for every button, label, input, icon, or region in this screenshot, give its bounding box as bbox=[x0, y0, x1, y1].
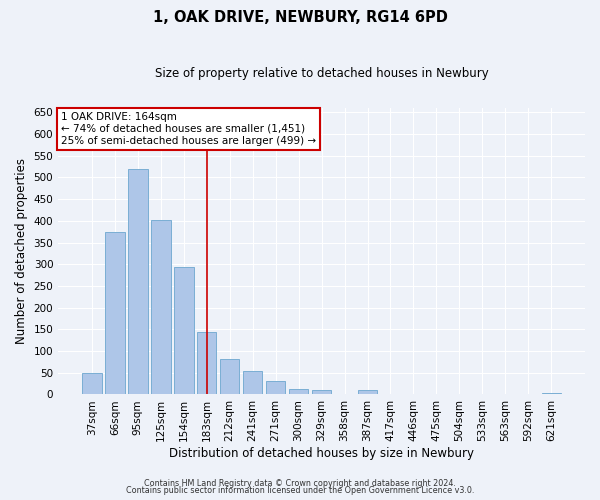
Text: 1, OAK DRIVE, NEWBURY, RG14 6PD: 1, OAK DRIVE, NEWBURY, RG14 6PD bbox=[152, 10, 448, 25]
Title: Size of property relative to detached houses in Newbury: Size of property relative to detached ho… bbox=[155, 68, 488, 80]
Bar bbox=[289, 389, 308, 394]
Bar bbox=[174, 268, 194, 394]
Bar bbox=[151, 220, 170, 394]
Bar bbox=[128, 169, 148, 394]
Bar bbox=[197, 332, 217, 394]
Bar bbox=[358, 390, 377, 394]
Bar bbox=[82, 373, 101, 394]
Bar bbox=[220, 359, 239, 394]
Bar bbox=[266, 382, 286, 394]
Bar bbox=[542, 393, 561, 394]
Text: Contains public sector information licensed under the Open Government Licence v3: Contains public sector information licen… bbox=[126, 486, 474, 495]
Bar bbox=[105, 232, 125, 394]
Text: Contains HM Land Registry data © Crown copyright and database right 2024.: Contains HM Land Registry data © Crown c… bbox=[144, 478, 456, 488]
Text: 1 OAK DRIVE: 164sqm
← 74% of detached houses are smaller (1,451)
25% of semi-det: 1 OAK DRIVE: 164sqm ← 74% of detached ho… bbox=[61, 112, 316, 146]
Bar bbox=[243, 371, 262, 394]
X-axis label: Distribution of detached houses by size in Newbury: Distribution of detached houses by size … bbox=[169, 447, 474, 460]
Y-axis label: Number of detached properties: Number of detached properties bbox=[15, 158, 28, 344]
Bar bbox=[312, 390, 331, 394]
